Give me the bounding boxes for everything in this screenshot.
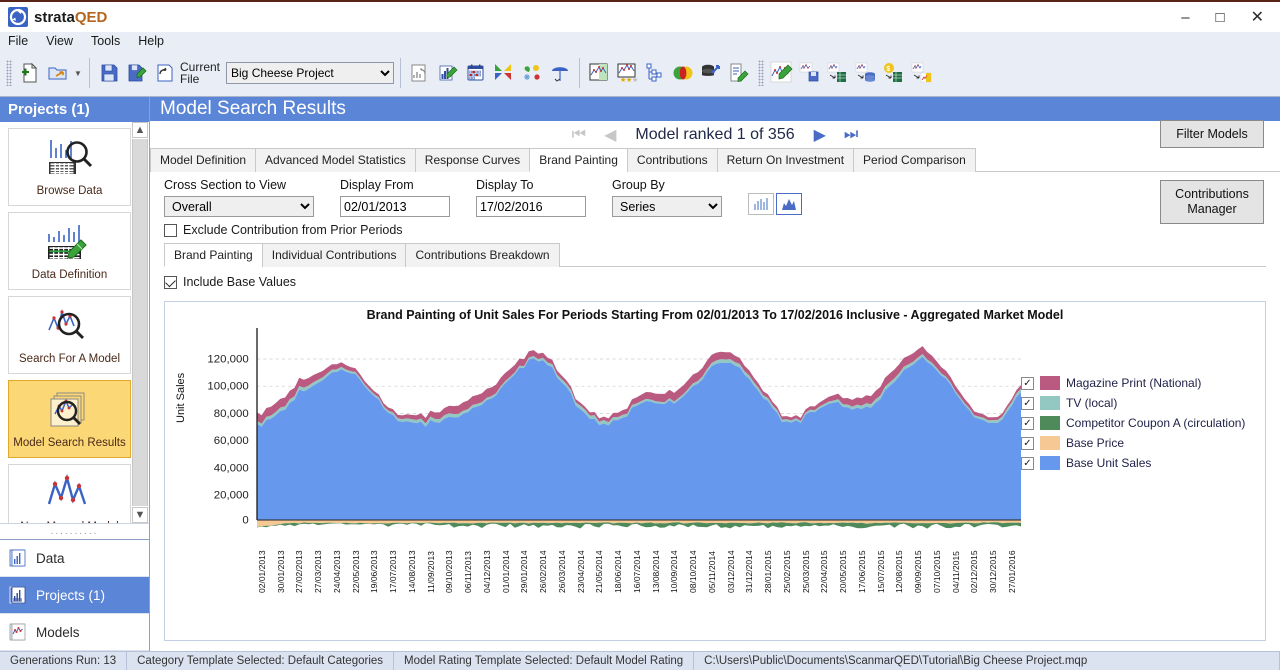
svg-text:$: $ bbox=[886, 66, 890, 73]
svg-text:80,000: 80,000 bbox=[214, 408, 249, 420]
svg-text:120,000: 120,000 bbox=[207, 354, 248, 366]
svg-text:0: 0 bbox=[242, 515, 248, 527]
svg-text:100,000: 100,000 bbox=[207, 381, 248, 393]
svg-text:40,000: 40,000 bbox=[214, 462, 249, 474]
svg-text:20,000: 20,000 bbox=[214, 490, 249, 502]
svg-text:★: ★ bbox=[632, 76, 638, 84]
svg-text:60,000: 60,000 bbox=[214, 435, 249, 447]
